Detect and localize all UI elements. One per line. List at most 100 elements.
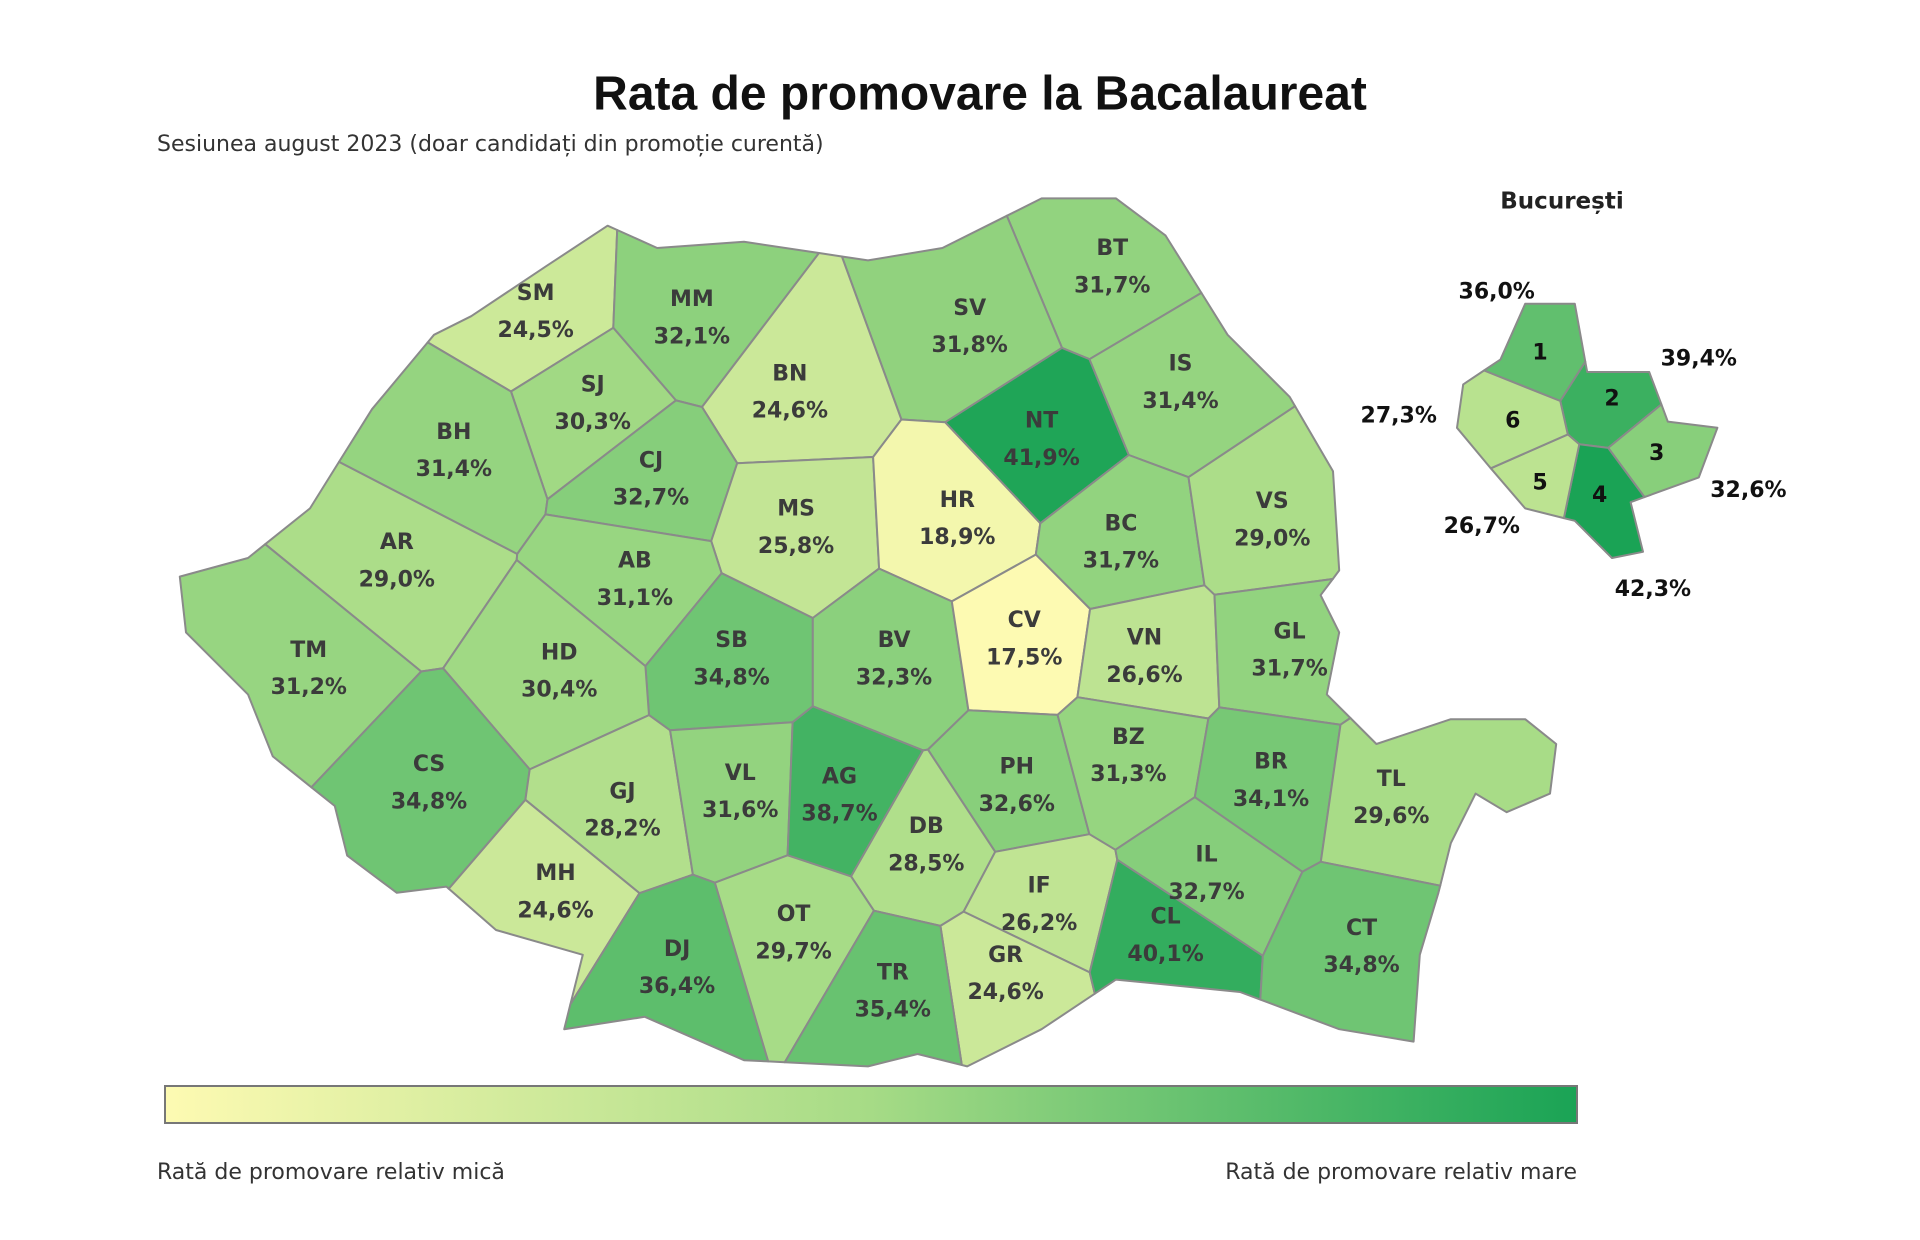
county-value: 34,8% — [391, 789, 467, 814]
county-value: 36,4% — [639, 974, 715, 999]
county-code: PH — [1000, 755, 1035, 780]
county-value: 32,3% — [856, 665, 932, 690]
sector-value: 36,0% — [1459, 280, 1535, 305]
county-value: 34,8% — [693, 665, 769, 690]
county-code: CJ — [639, 448, 663, 473]
county-code: CL — [1151, 905, 1181, 930]
county — [1088, 858, 1264, 1001]
county-code: BR — [1254, 750, 1288, 775]
county-code: BN — [772, 361, 807, 386]
county-value: 30,4% — [521, 678, 597, 703]
county-value: 32,6% — [979, 792, 1055, 817]
labels: SM 24,5% MM 32,1% BT 31,7% SV 31,8% SJ 30,3% BN 24,… — [271, 236, 1787, 1022]
sector-value: 42,3% — [1615, 577, 1691, 602]
county-value: 31,6% — [702, 798, 778, 823]
county — [1259, 860, 1442, 1043]
sector — [1562, 443, 1646, 559]
county-value: 31,1% — [597, 586, 673, 611]
county-code: CT — [1346, 916, 1377, 941]
county — [1213, 578, 1352, 726]
county-value: 31,2% — [271, 675, 347, 700]
county-code: NT — [1025, 409, 1058, 434]
county-value: 31,3% — [1090, 762, 1166, 787]
legend-gradient — [164, 1085, 1578, 1124]
county-code: TR — [877, 960, 909, 985]
subtitle: Sesiunea august 2023 (doar candidați din… — [157, 132, 824, 157]
county-value: 24,6% — [752, 399, 828, 424]
county — [563, 873, 770, 1063]
county-value: 31,7% — [1251, 657, 1327, 682]
county-code: VS — [1256, 489, 1289, 514]
county-value: 26,6% — [1106, 663, 1182, 688]
sector-number: 4 — [1592, 483, 1607, 508]
county-code: GL — [1274, 619, 1306, 644]
county-value: 25,8% — [758, 534, 834, 559]
county-code: IL — [1195, 843, 1217, 868]
county-value: 34,1% — [1233, 787, 1309, 812]
county-code: BH — [436, 420, 471, 445]
county-code: GJ — [609, 779, 635, 804]
county-code: OT — [777, 902, 811, 927]
county-value: 18,9% — [919, 525, 995, 550]
county-code: MS — [777, 497, 815, 522]
county-value: 41,9% — [1003, 446, 1079, 471]
sector-number: 3 — [1649, 441, 1664, 466]
bucharest-map — [1456, 302, 1719, 559]
county-value: 24,6% — [967, 980, 1043, 1005]
county-value: 32,1% — [654, 324, 730, 349]
county-value: 29,0% — [359, 567, 435, 592]
county-value: 38,7% — [801, 802, 877, 827]
county-value: 28,5% — [888, 851, 964, 876]
legend-high: Rată de promovare relativ mare — [1225, 1160, 1577, 1185]
county-value: 31,8% — [932, 333, 1008, 358]
county-code: BC — [1104, 512, 1137, 537]
title: Rata de promovare la Bacalaureat — [593, 68, 1367, 121]
county-map — [178, 197, 1558, 1068]
county-code: IS — [1168, 352, 1192, 377]
county-value: 28,2% — [584, 817, 660, 842]
county-value: 32,7% — [1168, 880, 1244, 905]
county-code: BZ — [1112, 725, 1145, 750]
county-value: 32,7% — [613, 485, 689, 510]
county-value: 31,7% — [1083, 549, 1159, 574]
legend-low: Rată de promovare relativ mică — [157, 1160, 505, 1185]
county-code: SJ — [581, 373, 605, 398]
sector-number: 6 — [1505, 409, 1520, 434]
county-value: 35,4% — [855, 998, 931, 1023]
county-value: 29,7% — [755, 939, 831, 964]
county-value: 24,6% — [517, 898, 593, 923]
sector-value: 26,7% — [1444, 514, 1520, 539]
county-value: 17,5% — [986, 645, 1062, 670]
sector-number: 2 — [1604, 386, 1619, 411]
sector — [1456, 369, 1569, 470]
county-code: CV — [1008, 608, 1041, 633]
county-code: MH — [535, 861, 575, 886]
sector-value: 32,6% — [1710, 478, 1786, 503]
county-code: SV — [953, 296, 986, 321]
county-code: AG — [822, 764, 857, 789]
county-code: AB — [618, 549, 652, 574]
county-value: 30,3% — [555, 410, 631, 435]
county-code: CS — [413, 752, 445, 777]
county-value: 24,5% — [498, 318, 574, 343]
county-code: MM — [670, 287, 714, 312]
county-code: IF — [1028, 874, 1051, 899]
county-code: GR — [988, 943, 1023, 968]
sector-value: 39,4% — [1661, 347, 1737, 372]
county-code: BV — [878, 628, 911, 653]
county-code: VL — [725, 761, 756, 786]
county-value: 29,6% — [1353, 804, 1429, 829]
county-code: DJ — [664, 937, 690, 962]
sector-number: 1 — [1532, 340, 1547, 365]
county-code: HR — [940, 488, 975, 513]
county-code: TM — [290, 638, 327, 663]
county-code: DB — [909, 814, 944, 839]
county-value: 26,2% — [1001, 911, 1077, 936]
county-code: VN — [1127, 626, 1162, 651]
county-code: AR — [380, 530, 414, 555]
sector-value: 27,3% — [1361, 404, 1437, 429]
county-value: 31,4% — [1142, 389, 1218, 414]
county — [783, 909, 963, 1068]
county-code: TL — [1377, 767, 1406, 792]
